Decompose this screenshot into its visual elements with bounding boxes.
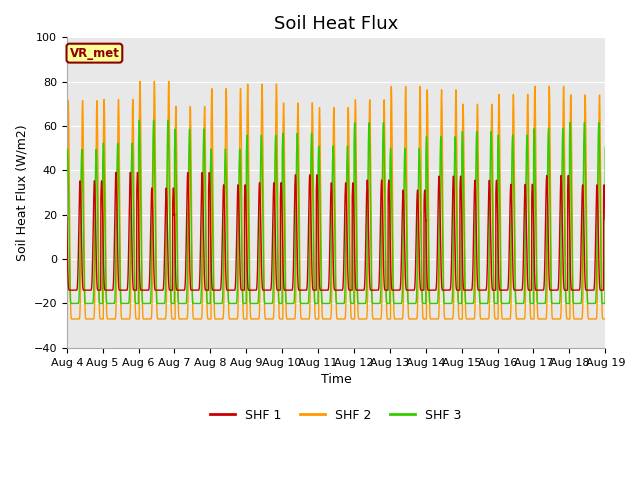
Legend: SHF 1, SHF 2, SHF 3: SHF 1, SHF 2, SHF 3: [205, 404, 467, 427]
Title: Soil Heat Flux: Soil Heat Flux: [274, 15, 398, 33]
Y-axis label: Soil Heat Flux (W/m2): Soil Heat Flux (W/m2): [15, 124, 28, 261]
X-axis label: Time: Time: [321, 373, 351, 386]
Text: VR_met: VR_met: [70, 47, 119, 60]
